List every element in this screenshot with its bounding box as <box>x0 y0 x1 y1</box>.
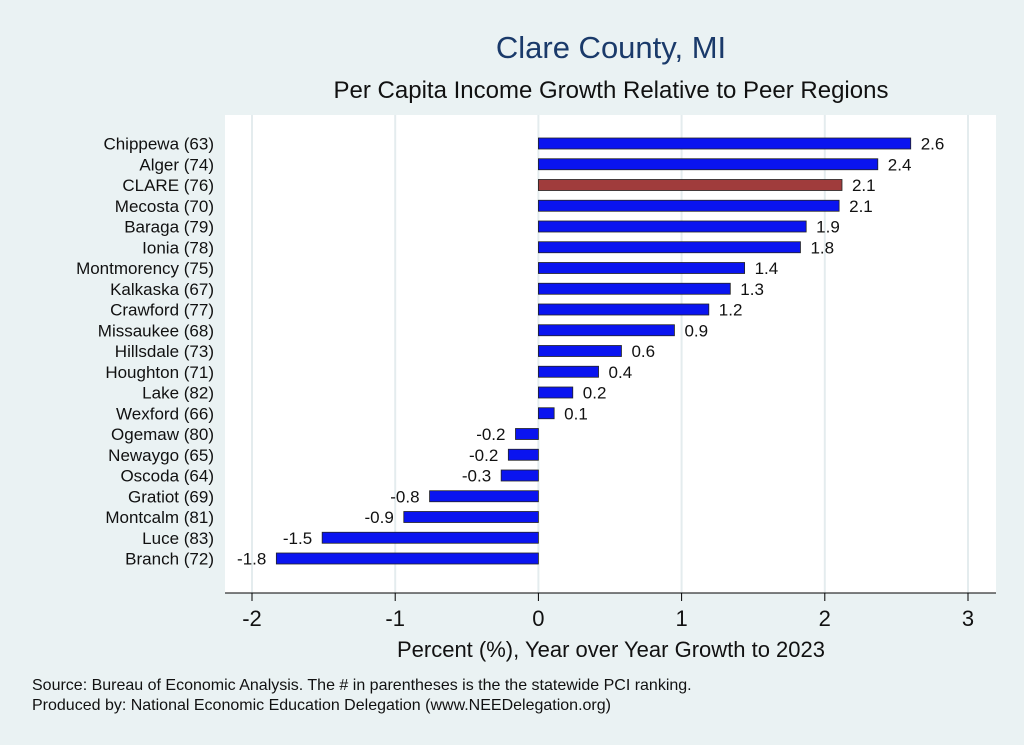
value-label: 1.4 <box>755 259 779 278</box>
value-label: 2.1 <box>849 197 873 216</box>
chart-subtitle: Per Capita Income Growth Relative to Pee… <box>334 77 889 104</box>
producer-note: Produced by: National Economic Education… <box>32 697 611 714</box>
bar <box>429 490 539 503</box>
bar <box>538 241 801 254</box>
x-tick-label: 3 <box>962 606 974 631</box>
category-label: Montcalm (81) <box>105 508 214 527</box>
category-label: Ionia (78) <box>142 238 214 257</box>
category-label: Crawford (77) <box>110 301 214 320</box>
bar <box>275 552 539 565</box>
value-label: 0.1 <box>564 404 588 423</box>
category-label: Luce (83) <box>142 529 214 548</box>
value-label: 1.2 <box>719 301 743 320</box>
category-label: Houghton (71) <box>105 363 214 382</box>
value-label: -1.8 <box>237 550 266 569</box>
bar <box>538 386 574 399</box>
category-label: Kalkaska (67) <box>110 280 214 299</box>
value-label: -0.2 <box>469 446 498 465</box>
bar-highlight <box>538 179 843 191</box>
value-label: 1.3 <box>740 280 764 299</box>
category-labels: Chippewa (63)Alger (74) CLARE (76) Mecosta… <box>76 135 214 569</box>
value-label: -0.3 <box>462 467 491 486</box>
category-label: Ogemaw (80) <box>111 425 214 444</box>
category-label: CLARE (76) <box>122 176 214 195</box>
bar <box>403 511 539 523</box>
x-tick-label: 1 <box>675 606 687 631</box>
value-label: 0.6 <box>631 342 655 361</box>
value-label: -0.9 <box>364 508 393 527</box>
category-label: Baraga (79) <box>124 218 214 237</box>
x-tick-label: -1 <box>385 606 405 631</box>
value-label: 2.4 <box>888 155 912 174</box>
category-label: Newaygo (65) <box>108 446 214 465</box>
source-note: Source: Bureau of Economic Analysis. The… <box>32 677 692 694</box>
bar <box>538 282 731 295</box>
x-tick-label: 2 <box>819 606 831 631</box>
value-label: 2.6 <box>921 135 945 154</box>
x-axis-title: Percent (%), Year over Year Growth to 20… <box>397 637 825 662</box>
value-label: 0.2 <box>583 384 607 403</box>
bar <box>538 158 879 171</box>
value-label: -0.8 <box>390 487 419 506</box>
chart-title: Clare County, MI <box>496 30 726 65</box>
value-label: 1.8 <box>810 238 834 257</box>
value-label: 0.4 <box>609 363 633 382</box>
bars <box>275 137 912 565</box>
category-label: Oscoda (64) <box>120 467 214 486</box>
bar <box>538 324 675 337</box>
category-label: Branch (72) <box>125 550 214 569</box>
bar <box>538 220 807 233</box>
value-label: -1.5 <box>283 529 312 548</box>
bar <box>538 199 840 212</box>
category-label: Gratiot (69) <box>128 487 214 506</box>
bar <box>538 137 912 150</box>
category-label: Lake (82) <box>142 384 214 403</box>
bar <box>538 303 710 316</box>
category-label: Missaukee (68) <box>98 321 214 340</box>
bar <box>538 262 746 274</box>
category-label: Hillsdale (73) <box>115 342 214 361</box>
x-tick-label: 0 <box>532 606 544 631</box>
bar <box>515 428 539 440</box>
category-label: Wexford (66) <box>116 404 214 423</box>
bar <box>321 531 539 544</box>
value-labels: 2.6 2.4 2.1 2.1 1.91.8 1.4 1.3 1.2 0.9 0.6 0.40.20… <box>237 135 944 569</box>
category-label: Alger (74) <box>139 155 214 174</box>
category-label: Chippewa (63) <box>103 135 214 154</box>
value-label: 1.9 <box>816 218 840 237</box>
bar <box>507 448 539 461</box>
bar <box>500 469 539 482</box>
category-label: Mecosta (70) <box>115 197 214 216</box>
value-label: -0.2 <box>476 425 505 444</box>
category-label: Montmorency (75) <box>76 259 214 278</box>
value-label: 0.9 <box>684 321 708 340</box>
value-label: 2.1 <box>852 176 876 195</box>
x-axis-ticks: -2 -1 0 1 2 3 <box>242 593 974 631</box>
x-tick-label: -2 <box>242 606 262 631</box>
bar <box>538 407 555 420</box>
bar <box>538 345 622 357</box>
bar <box>538 365 599 378</box>
